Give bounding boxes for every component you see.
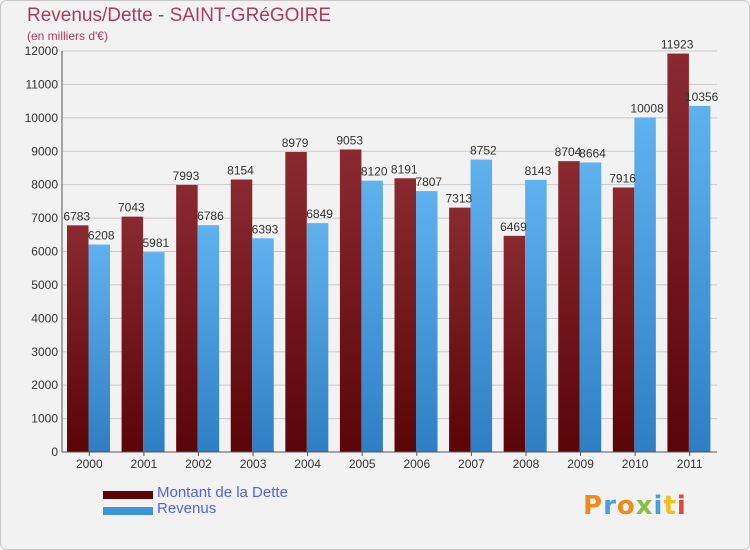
x-tick-label: 2008 [513, 457, 540, 471]
bar-revenue [416, 191, 438, 452]
y-tick-label: 2000 [31, 378, 58, 392]
data-label-revenue: 6849 [306, 207, 333, 221]
bar-debt [612, 187, 635, 452]
bar-revenue [143, 252, 165, 452]
data-label-debt: 8154 [227, 164, 254, 178]
y-tick-label: 11000 [26, 77, 59, 91]
bar-revenue [88, 244, 110, 452]
chart-title: Revenus/Dette - SAINT-GRéGOIRE [27, 5, 332, 26]
bar-revenue [634, 117, 656, 452]
x-tick-label: 2011 [677, 457, 703, 471]
data-label-debt: 6783 [63, 209, 90, 223]
logo-letter: i [653, 491, 664, 521]
y-tick-label: 6000 [31, 245, 58, 259]
data-label-revenue: 10356 [685, 90, 719, 104]
logo-letter: o [616, 491, 636, 521]
data-label-revenue: 5981 [142, 236, 169, 250]
bar-revenue [361, 180, 383, 452]
data-label-debt: 7313 [445, 192, 472, 206]
bar-debt [449, 207, 471, 452]
data-label-revenue: 6786 [197, 209, 224, 223]
y-tick-label: 0 [51, 445, 58, 459]
x-tick-label: 2010 [622, 457, 649, 471]
bar-debt [121, 216, 144, 452]
bar-revenue [470, 159, 493, 452]
y-tick-label: 9000 [31, 144, 58, 158]
bar-revenue [579, 162, 602, 452]
data-label-revenue: 6208 [88, 229, 115, 243]
y-tick-label: 5000 [31, 278, 58, 292]
y-tick-label: 10000 [25, 111, 59, 125]
bar-debt [667, 53, 689, 452]
bar-revenue [252, 238, 274, 452]
data-label-revenue: 8143 [525, 164, 552, 178]
bar-revenue [688, 105, 711, 452]
data-label-revenue: 8752 [470, 144, 497, 158]
bar-debt [67, 225, 89, 452]
legend-label-revenue: Revenus [157, 500, 217, 517]
data-label-debt: 8704 [555, 145, 582, 159]
legend-label-debt: Montant de la Dette [157, 484, 288, 501]
x-tick-label: 2001 [131, 457, 158, 471]
y-tick-label: 3000 [31, 345, 58, 359]
y-tick-label: 12000 [25, 44, 59, 58]
data-label-debt: 7993 [173, 169, 200, 183]
bar-debt [558, 161, 580, 452]
data-label-revenue: 7807 [415, 175, 442, 189]
x-tick-label: 2000 [76, 457, 103, 471]
data-label-debt: 6469 [500, 220, 527, 234]
x-tick-label: 2009 [567, 457, 594, 471]
x-tick-label: 2002 [185, 457, 212, 471]
proxiti-logo: Proxiti [583, 491, 687, 521]
x-tick-label: 2005 [349, 457, 376, 471]
bar-debt [285, 151, 307, 452]
y-tick-label: 4000 [31, 311, 58, 325]
bar-revenue [525, 179, 547, 453]
data-label-revenue: 8120 [361, 165, 388, 179]
data-label-debt: 8979 [282, 136, 309, 150]
bar-debt [394, 178, 416, 452]
y-tick-label: 1000 [31, 412, 58, 426]
bar-revenue [197, 225, 220, 452]
data-label-revenue: 8664 [579, 146, 606, 160]
logo-letter: r [603, 491, 617, 521]
logo-letter: t [663, 491, 677, 521]
data-label-revenue: 6393 [252, 222, 279, 236]
chart-subtitle: (en milliers d'€) [27, 29, 108, 43]
logo-letter: i [676, 491, 687, 521]
logo-letter: x [635, 491, 654, 521]
x-tick-label: 2004 [294, 457, 321, 471]
data-label-revenue: 10008 [630, 102, 664, 116]
x-tick-label: 2007 [458, 457, 485, 471]
logo-letter: P [583, 491, 604, 521]
x-tick-label: 2003 [240, 457, 267, 471]
bar-revenue [306, 223, 329, 452]
x-tick-label: 2006 [403, 457, 430, 471]
bar-debt [230, 179, 253, 452]
data-label-debt: 7916 [609, 171, 636, 185]
y-tick-label: 8000 [31, 178, 58, 192]
legend-swatch-revenue [103, 507, 153, 515]
data-label-debt: 7043 [118, 201, 145, 215]
legend-swatch-debt [103, 491, 153, 499]
bar-debt [176, 184, 198, 453]
bar-debt [339, 149, 362, 452]
data-label-debt: 8191 [391, 162, 418, 176]
bar-debt [503, 235, 526, 452]
data-label-debt: 11923 [661, 38, 694, 52]
y-tick-label: 7000 [31, 211, 58, 225]
data-label-debt: 9053 [336, 133, 363, 147]
